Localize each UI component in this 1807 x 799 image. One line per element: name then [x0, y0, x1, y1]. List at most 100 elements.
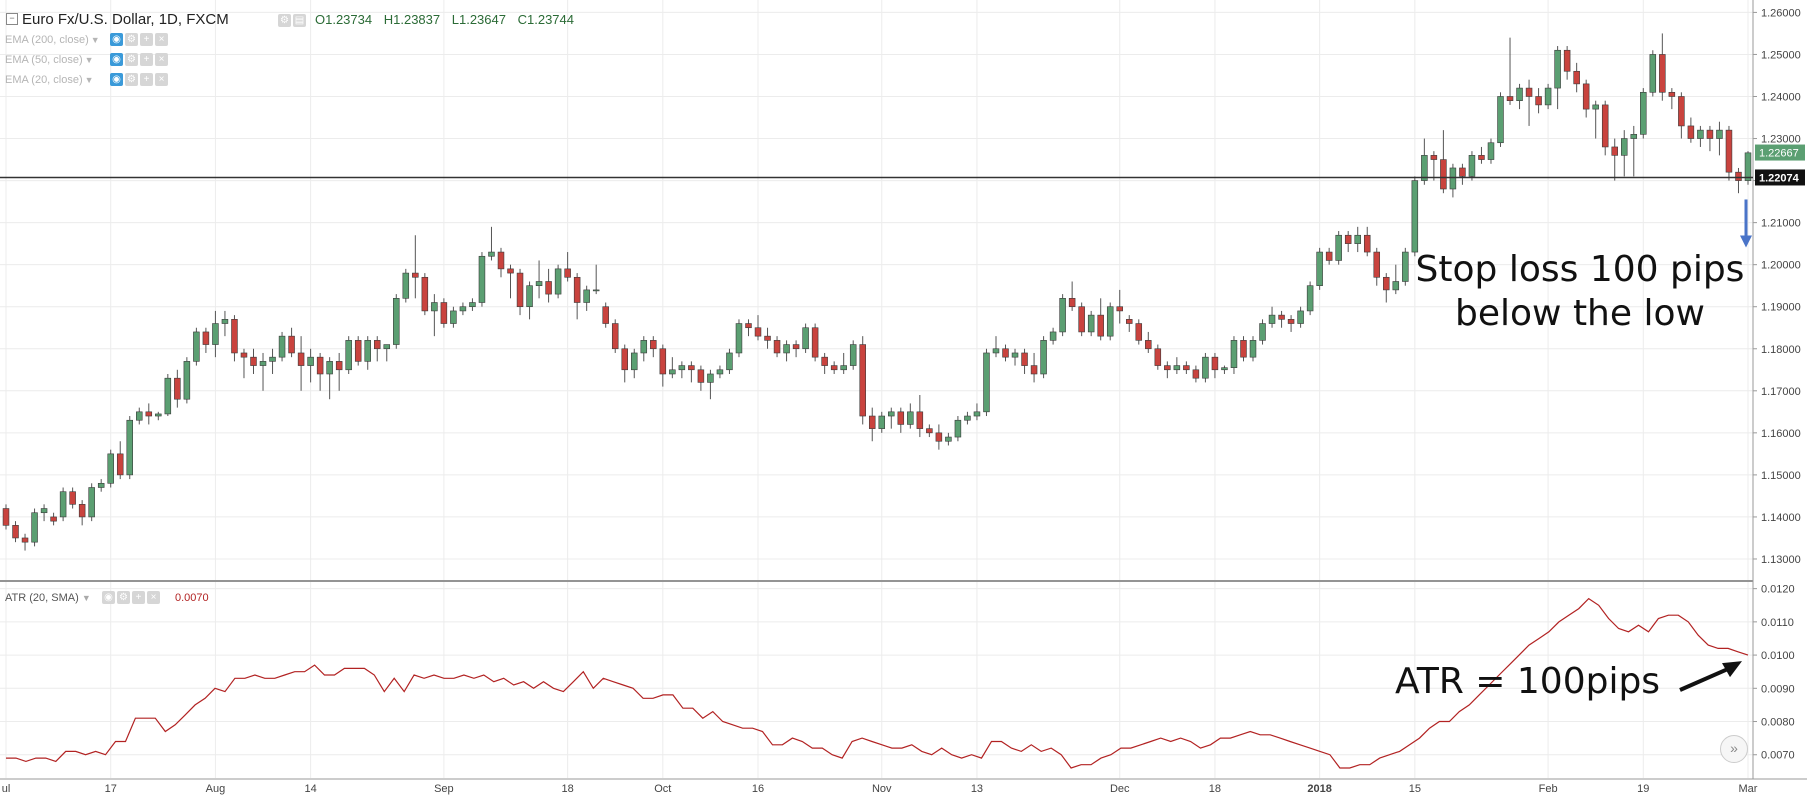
candle-body — [1049, 331, 1057, 341]
candle-body — [421, 276, 429, 312]
candle-body — [164, 377, 172, 415]
candle-body — [535, 281, 543, 286]
candle-body — [12, 525, 19, 539]
candle-body — [50, 516, 57, 522]
candle-body — [1573, 70, 1580, 85]
candle-body — [1078, 306, 1085, 333]
candle-body — [78, 504, 86, 518]
candle-body — [1383, 276, 1390, 291]
ema-50-controls[interactable]: ◉ ⚙ + × — [110, 53, 168, 66]
close-icon[interactable]: × — [155, 73, 168, 86]
candle-body — [1725, 129, 1733, 173]
candle-body — [1202, 356, 1209, 379]
candle-body — [1021, 352, 1028, 366]
eye-icon[interactable]: ◉ — [110, 53, 123, 66]
candle-body — [469, 302, 476, 308]
last-price-badge — [1755, 144, 1805, 161]
time-tick-label: 18 — [1209, 783, 1221, 795]
candle-body — [945, 436, 952, 442]
candle-body — [1116, 306, 1123, 312]
time-tick-label: 13 — [971, 783, 983, 795]
time-tick-label: 16 — [752, 783, 764, 795]
price-tick-label: 1.19000 — [1761, 302, 1801, 314]
candle-body — [1154, 348, 1162, 366]
atr-controls[interactable]: ◉ ⚙ + × — [102, 591, 160, 604]
time-tick-label: Feb — [1539, 783, 1558, 795]
candle-body — [688, 365, 695, 371]
candle-body — [459, 306, 467, 312]
candle-body — [1411, 180, 1419, 253]
ema-20-controls[interactable]: ◉ ⚙ + × — [110, 73, 168, 86]
plus-icon[interactable]: + — [140, 53, 153, 66]
candle-body — [116, 453, 124, 476]
candle-body — [393, 298, 400, 345]
candle-body — [345, 340, 352, 371]
candle-body — [231, 319, 238, 354]
settings-icon[interactable]: ⚙ — [117, 591, 130, 604]
candle-body — [1535, 96, 1542, 106]
ema-20-label[interactable]: EMA (20, close) ▼ — [5, 74, 94, 86]
settings-icon[interactable]: ⚙ — [278, 14, 291, 27]
candle-body — [1354, 234, 1361, 244]
close-icon[interactable]: × — [147, 591, 160, 604]
candle-body — [964, 415, 971, 421]
candle-body — [1230, 340, 1238, 368]
candle-body — [364, 340, 371, 362]
settings-icon[interactable]: ⚙ — [125, 33, 138, 46]
candle-body — [1316, 251, 1323, 286]
candle-body — [1145, 340, 1152, 350]
candle-body — [992, 348, 1000, 354]
candle-body — [1744, 152, 1752, 181]
candle-body — [1306, 285, 1314, 312]
format-icon[interactable]: ▤ — [293, 14, 306, 27]
candle-body — [1392, 281, 1400, 291]
ema-200-controls[interactable]: ◉ ⚙ + × — [110, 33, 168, 46]
candle-body — [1430, 155, 1438, 160]
ema-50-label[interactable]: EMA (50, close) ▼ — [5, 54, 94, 66]
collapse-toggle-icon[interactable]: − — [6, 13, 18, 25]
candle-body — [40, 508, 48, 514]
price-tick-label: 1.26000 — [1761, 7, 1801, 19]
symbol-controls[interactable]: ⚙ ▤ — [278, 14, 306, 27]
close-icon[interactable]: × — [155, 33, 168, 46]
time-tick-label: Dec — [1110, 783, 1130, 795]
close-icon[interactable]: × — [155, 53, 168, 66]
candle-body — [1173, 365, 1181, 371]
eye-icon[interactable]: ◉ — [110, 33, 123, 46]
candle-body — [1183, 365, 1190, 371]
candle-body — [1697, 129, 1704, 139]
price-tick-label: 1.23000 — [1761, 134, 1801, 146]
eye-icon[interactable]: ◉ — [102, 591, 115, 604]
price-tick-label: 1.21000 — [1761, 218, 1801, 230]
candle-body — [1621, 138, 1628, 156]
candle-body — [1087, 314, 1095, 333]
candle-body — [1525, 87, 1533, 97]
symbol-title[interactable]: Euro Fx/U.S. Dollar, 1D, FXCM — [22, 11, 229, 28]
candle-body — [2, 508, 10, 526]
candle-body — [145, 411, 153, 417]
time-tick-label: 17 — [105, 783, 117, 795]
candle-body — [811, 327, 819, 358]
price-tick-label: 1.17000 — [1761, 386, 1801, 398]
candle-body — [193, 331, 200, 362]
atr-label[interactable]: ATR (20, SMA) ▼ — [5, 592, 91, 604]
candle-body — [840, 365, 847, 371]
plus-icon[interactable]: + — [140, 33, 153, 46]
time-tick-label: 19 — [1637, 783, 1649, 795]
candle-body — [1506, 96, 1514, 102]
candle-body — [659, 348, 667, 375]
atr-series-line — [6, 597, 1749, 769]
scroll-to-realtime-button[interactable]: » — [1720, 735, 1748, 763]
settings-icon[interactable]: ⚙ — [125, 73, 138, 86]
ema-200-label[interactable]: EMA (200, close) ▼ — [5, 34, 100, 46]
plus-icon[interactable]: + — [140, 73, 153, 86]
candle-body — [373, 340, 381, 350]
candle-body — [583, 289, 590, 303]
settings-icon[interactable]: ⚙ — [125, 53, 138, 66]
eye-icon[interactable]: ◉ — [110, 73, 123, 86]
candle-body — [21, 537, 29, 543]
plus-icon[interactable]: + — [132, 591, 145, 604]
atr-tick-label: 0.0110 — [1761, 617, 1794, 629]
candle-body — [269, 356, 276, 362]
